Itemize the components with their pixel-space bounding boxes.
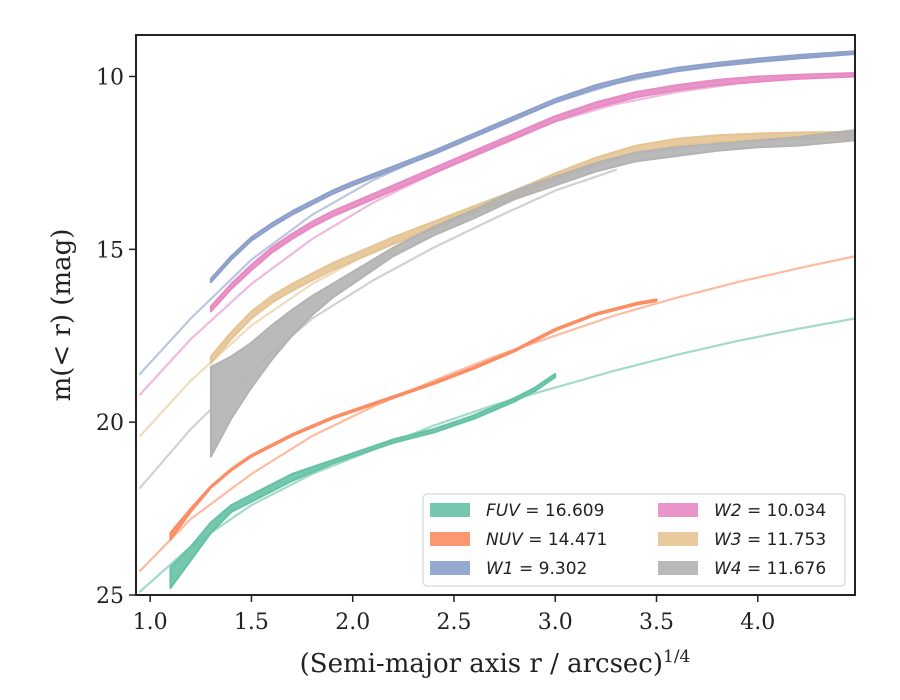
x-tick-label: 3.5 — [639, 610, 674, 635]
legend-swatch-fuv — [430, 503, 470, 517]
legend-label-w4: W4 = 11.676 — [714, 559, 826, 579]
legend-band-nuv: NUV — [486, 530, 524, 550]
legend-value-w4: = 11.676 — [742, 559, 827, 579]
legend-value-fuv: = 16.609 — [520, 501, 605, 521]
fuv-profile-band — [169, 372, 557, 590]
y-tick-label: 10 — [96, 65, 124, 90]
y-tick-label: 15 — [96, 238, 124, 263]
legend-band-w2: W2 — [714, 501, 742, 521]
legend-value-nuv: = 14.471 — [523, 530, 608, 550]
w4-profile-band — [209, 129, 855, 458]
x-axis-label-text: (Semi-major axis r / arcsec) — [300, 649, 663, 679]
legend-band-w1: W1 — [486, 559, 514, 579]
y-tick-label: 25 — [96, 584, 124, 609]
nuv-profile-band — [169, 298, 658, 541]
w1-profile-band — [209, 50, 855, 284]
nuv-model-line — [139, 255, 855, 572]
legend-swatch-w3 — [658, 532, 698, 546]
y-axis-label: m(< r) (mag) — [47, 229, 77, 402]
legend-label-w2: W2 = 10.034 — [714, 501, 826, 521]
legend-label-w1: W1 = 9.302 — [486, 559, 587, 579]
x-tick-label: 1.5 — [234, 610, 269, 635]
legend-swatch-w2 — [658, 503, 698, 517]
legend-swatch-nuv — [430, 532, 470, 546]
legend-band-w3: W3 — [714, 530, 742, 550]
legend-band-fuv: FUV — [486, 501, 521, 521]
legend-box — [422, 493, 846, 587]
legend-label-w3: W3 = 11.753 — [714, 530, 826, 550]
y-tick-label: 20 — [96, 411, 124, 436]
legend-value-w1: = 9.302 — [514, 559, 588, 579]
x-tick-label: 2.0 — [335, 610, 370, 635]
legend-band-w4: W4 — [714, 559, 742, 579]
w3-profile-band — [209, 130, 855, 365]
w2-profile-band — [209, 72, 855, 313]
series-layer — [139, 50, 855, 593]
legend-swatch-w1 — [430, 561, 470, 575]
legend-swatch-w4 — [658, 561, 698, 575]
axis-layer: 1.0 1.5 2.0 2.5 3.0 3.5 4.0 10 15 20 25 — [96, 65, 775, 635]
x-tick-label: 2.5 — [436, 610, 471, 635]
fuv-model-line — [139, 317, 855, 593]
legend-label-fuv: FUV = 16.609 — [486, 501, 604, 521]
legend-value-w3: = 11.753 — [742, 530, 827, 550]
legend-value-w2: = 10.034 — [742, 501, 827, 521]
x-tick-label: 1.0 — [133, 610, 168, 635]
x-tick-label: 4.0 — [740, 610, 775, 635]
plot-frame — [135, 34, 856, 596]
x-tick-label: 3.0 — [538, 610, 573, 635]
x-axis-label: (Semi-major axis r / arcsec)1/4 — [300, 647, 691, 679]
x-axis-label-exponent: 1/4 — [663, 647, 690, 667]
legend-label-nuv: NUV = 14.471 — [486, 530, 607, 550]
legend: FUV = 16.609 NUV = 14.471 W1 = 9.302 W2 = 1… — [422, 493, 846, 587]
